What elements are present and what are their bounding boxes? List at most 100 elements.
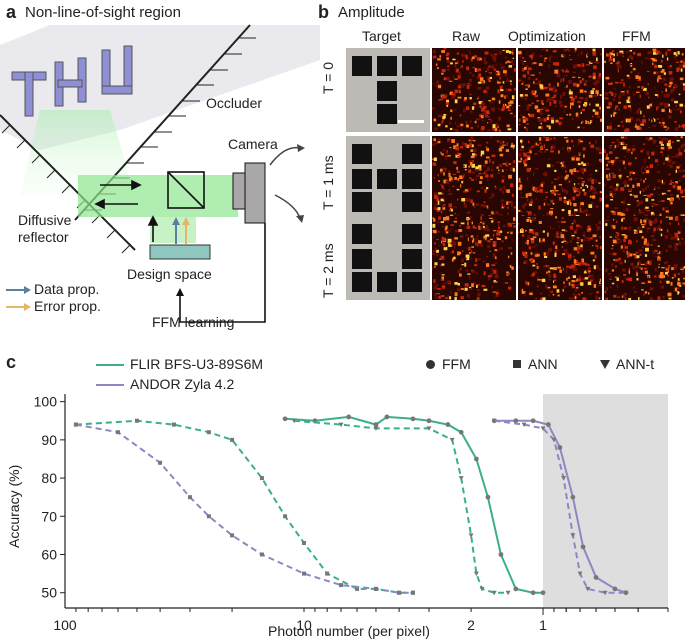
occluder-label: Occluder — [206, 95, 263, 111]
panel-b-title: Amplitude — [338, 4, 405, 21]
beamsplitter — [167, 171, 205, 209]
data-point-ann — [73, 422, 78, 427]
data-point-ffm — [545, 422, 551, 427]
raw-image-t2 — [432, 216, 516, 300]
data-point-ffm — [473, 456, 479, 462]
data-point-ann-t — [491, 418, 497, 424]
shaded-region — [543, 394, 668, 608]
col-header-optimization: Optimization — [508, 28, 586, 44]
data-point-ann — [355, 586, 360, 591]
beam-to-object — [20, 110, 135, 195]
beam-arrows — [94, 179, 159, 242]
data-point-ffm — [530, 418, 536, 424]
data-point-ffm — [612, 586, 618, 592]
data-point-ffm — [498, 552, 504, 557]
series-line-1 — [75, 419, 413, 594]
data-point-ann-t — [521, 422, 527, 428]
data-point-ffm — [570, 494, 576, 500]
legend-flir-label: FLIR BFS-U3-89S6M — [130, 356, 264, 372]
data-point-ann-t — [577, 571, 583, 577]
series-line-2 — [294, 419, 509, 594]
data-point-ann — [158, 460, 163, 465]
data-point-ann-t — [491, 590, 497, 596]
data-point-ann-t — [426, 426, 432, 431]
data-point-ffm — [458, 429, 464, 435]
camera-body — [244, 162, 266, 224]
data-point-ann-t — [473, 571, 479, 577]
data-point-ffm — [530, 590, 536, 596]
data-point-ffm — [513, 418, 519, 424]
design-space-label: Design space — [127, 266, 212, 282]
data-point-ffm — [426, 418, 432, 424]
series-line-3 — [494, 419, 627, 594]
diffusive-reflector — [0, 114, 136, 251]
data-point-ffm — [557, 445, 563, 450]
data-point-ffm — [445, 422, 451, 427]
data-point-ann — [187, 495, 192, 500]
col-header-target: Target — [362, 28, 401, 44]
data-point-ann-t — [458, 476, 464, 481]
data-point-ann-t — [551, 437, 557, 443]
data-point-ann-t — [602, 590, 608, 596]
x-tick-label: 2 — [467, 617, 475, 633]
legend-ffm-marker — [426, 360, 435, 369]
ffm-image-t2 — [604, 216, 685, 300]
series-line-4 — [75, 423, 413, 594]
data-point-ann — [230, 437, 235, 442]
camera-label: Camera — [228, 136, 278, 152]
camera-lens — [232, 172, 246, 210]
data-prop-label: Data prop. — [34, 281, 100, 297]
legend-ann-label: ANN — [528, 356, 558, 372]
scale-bar — [398, 120, 424, 123]
x-tick-label: 1 — [539, 617, 547, 633]
data-point-ffm — [485, 494, 491, 500]
vertical-beam — [150, 217, 196, 243]
legend-ann-marker — [513, 360, 521, 368]
legend-ann-t-label: ANN-t — [616, 356, 655, 372]
data-point-ann-t — [291, 418, 297, 424]
panel-b-letter: b — [318, 2, 329, 22]
x-axis-label: Photon number (per pixel) — [268, 623, 430, 639]
legend-ann-t-marker — [600, 360, 610, 369]
data-point-ann — [171, 422, 176, 427]
y-tick-label: 60 — [41, 547, 57, 563]
data-point-ann-t — [373, 426, 379, 431]
series-line-0 — [285, 415, 543, 594]
series-line-5 — [494, 419, 626, 594]
data-point-ann — [410, 590, 415, 595]
data-point-ffm — [593, 575, 599, 580]
y-axis-label: Accuracy (%) — [6, 464, 22, 548]
nlos-setup-diagram — [0, 24, 320, 323]
data-point-ann — [116, 430, 121, 435]
y-tick-label: 70 — [41, 508, 57, 524]
data-point-ffm — [513, 586, 519, 592]
col-header-raw: Raw — [452, 28, 481, 44]
data-point-ann-t — [585, 586, 591, 592]
y-tick-label: 80 — [41, 470, 57, 486]
data-point-ann — [206, 430, 211, 435]
data-point-ffm — [282, 416, 288, 422]
panel-c-letter: c — [6, 352, 17, 372]
data-point-ann-t — [540, 426, 546, 431]
data-point-ann — [259, 476, 264, 481]
row-label-t2: T = 2 ms — [320, 243, 336, 298]
data-point-ann-t — [505, 590, 511, 596]
data-point-ann-t — [561, 476, 567, 481]
data-point-ffm — [580, 544, 586, 550]
target-image-t0 — [346, 48, 430, 132]
horizontal-beam — [78, 175, 238, 217]
data-point-ann-t — [338, 422, 344, 428]
reflector-label-2: reflector — [18, 229, 69, 245]
data-point-ann-t — [449, 437, 455, 443]
legend-andor-label: ANDOR Zyla 4.2 — [130, 376, 235, 392]
ffm-learning-label: FFM learning — [152, 314, 235, 330]
design-space-box — [149, 244, 211, 260]
data-point-ann — [302, 571, 307, 576]
data-point-ffm — [540, 590, 546, 596]
legend-flir-line — [96, 364, 124, 366]
row-label-t0: T = 0 — [320, 61, 336, 94]
y-tick-label: 50 — [41, 585, 57, 601]
data-point-ann-t — [479, 586, 485, 592]
data-point-ann — [259, 552, 264, 557]
data-point-ann-t — [468, 533, 474, 538]
